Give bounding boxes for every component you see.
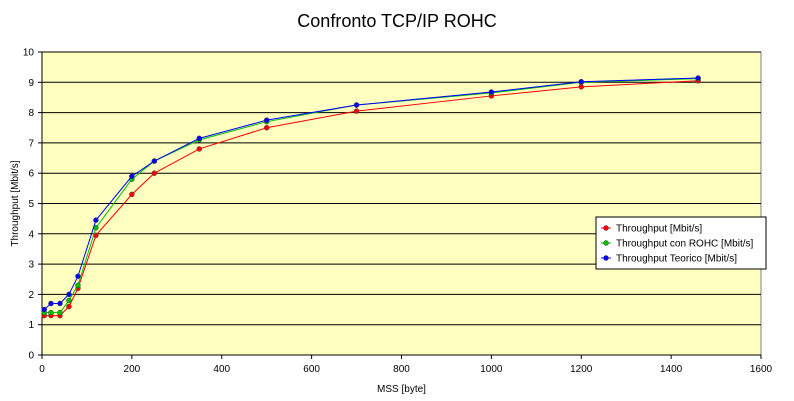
- data-point: [66, 297, 72, 304]
- chart-title: Confronto TCP/IP ROHC: [297, 11, 496, 31]
- data-point: [57, 300, 63, 307]
- data-point: [75, 282, 81, 289]
- x-tick-label: 800: [393, 364, 410, 375]
- data-point: [151, 158, 158, 164]
- legend: Throughput [Mbit/s] Throughput con ROHC […: [595, 216, 767, 270]
- y-tick-label: 4: [28, 229, 34, 240]
- legend-marker-1: [603, 225, 609, 231]
- data-point: [66, 291, 72, 298]
- x-axis-label: MSS [byte]: [377, 384, 426, 395]
- legend-marker-3: [603, 255, 609, 261]
- legend-marker-2: [603, 240, 609, 246]
- y-tick-label: 2: [28, 290, 34, 301]
- x-tick-label: 400: [213, 364, 230, 375]
- data-point: [578, 78, 584, 85]
- data-point: [129, 191, 135, 198]
- x-tick-label: 1600: [750, 364, 773, 375]
- x-tick-label: 0: [39, 364, 45, 375]
- data-point: [263, 117, 270, 123]
- y-tick-label: 3: [28, 260, 34, 271]
- y-tick-label: 9: [28, 78, 34, 89]
- data-point: [263, 125, 270, 131]
- data-point: [129, 173, 135, 179]
- y-tick-label: 7: [28, 138, 34, 149]
- x-tick-label: 1200: [570, 364, 593, 375]
- data-point: [93, 217, 99, 223]
- data-point: [75, 273, 81, 279]
- x-tick-label: 600: [303, 364, 320, 375]
- y-tick-label: 5: [28, 199, 34, 210]
- data-point: [353, 108, 360, 114]
- data-point: [41, 306, 47, 313]
- x-tick-label: 1000: [480, 364, 503, 375]
- data-point: [196, 146, 203, 152]
- data-point: [695, 75, 701, 81]
- y-tick-label: 6: [28, 169, 34, 180]
- y-tick-label: 0: [28, 351, 34, 362]
- data-point: [353, 102, 360, 108]
- y-tick-label: 10: [23, 48, 35, 59]
- y-tick-label: 8: [28, 108, 34, 119]
- legend-box: [595, 216, 767, 270]
- legend-entry-2: Throughput con ROHC [Mbit/s]: [616, 239, 753, 250]
- legend-entry-3: Throughput Teorico [Mbit/s]: [616, 254, 737, 265]
- data-point: [48, 300, 54, 307]
- x-tick-label: 1400: [660, 364, 683, 375]
- data-point: [66, 303, 72, 310]
- x-tick-label: 200: [124, 364, 141, 375]
- data-point: [488, 89, 495, 95]
- data-point: [48, 309, 54, 316]
- data-point: [578, 84, 584, 90]
- data-point: [151, 170, 158, 176]
- y-axis-label: Throughput [Mbit/s]: [10, 160, 21, 246]
- data-point: [196, 135, 203, 142]
- legend-entry-1: Throughput [Mbit/s]: [616, 224, 702, 235]
- data-point: [57, 309, 63, 316]
- y-tick-label: 1: [28, 320, 34, 331]
